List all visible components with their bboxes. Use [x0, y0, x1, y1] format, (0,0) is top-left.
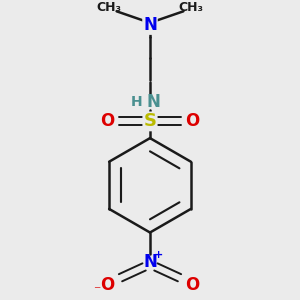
Text: O: O — [100, 276, 115, 294]
Text: ⁻: ⁻ — [93, 284, 100, 298]
Text: CH₃: CH₃ — [179, 1, 204, 14]
Text: +: + — [154, 250, 164, 260]
Text: O: O — [100, 112, 115, 130]
Text: N: N — [143, 253, 157, 271]
Text: CH₃: CH₃ — [96, 1, 121, 14]
Text: O: O — [185, 112, 200, 130]
Text: N: N — [147, 93, 161, 111]
Text: H: H — [130, 95, 142, 109]
Text: N: N — [143, 16, 157, 34]
Text: O: O — [185, 276, 200, 294]
Text: S: S — [143, 112, 157, 130]
